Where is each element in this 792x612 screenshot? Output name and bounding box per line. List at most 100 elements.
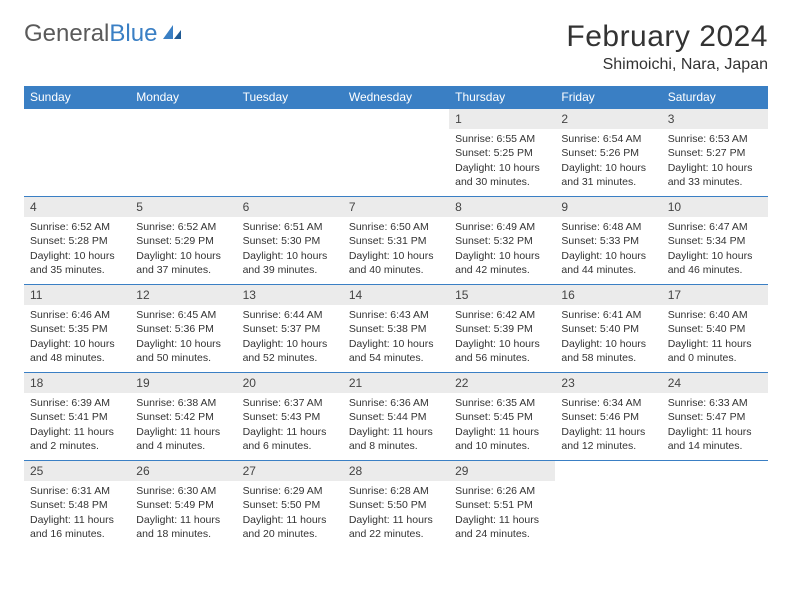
day-details: Sunrise: 6:50 AMSunset: 5:31 PMDaylight:… [343,217,449,281]
sunrise-text: Sunrise: 6:41 AM [561,308,655,322]
day-details: Sunrise: 6:39 AMSunset: 5:41 PMDaylight:… [24,393,130,457]
day-details: Sunrise: 6:44 AMSunset: 5:37 PMDaylight:… [237,305,343,369]
sunset-text: Sunset: 5:47 PM [668,410,762,424]
day-details: Sunrise: 6:54 AMSunset: 5:26 PMDaylight:… [555,129,661,193]
calendar-cell [662,461,768,549]
sunrise-text: Sunrise: 6:54 AM [561,132,655,146]
day-number: 27 [237,461,343,481]
sunrise-text: Sunrise: 6:44 AM [243,308,337,322]
day-number: 22 [449,373,555,393]
day-details: Sunrise: 6:55 AMSunset: 5:25 PMDaylight:… [449,129,555,193]
day-details: Sunrise: 6:48 AMSunset: 5:33 PMDaylight:… [555,217,661,281]
sunrise-text: Sunrise: 6:33 AM [668,396,762,410]
daylight-text: Daylight: 11 hours and 24 minutes. [455,513,549,541]
day-details: Sunrise: 6:42 AMSunset: 5:39 PMDaylight:… [449,305,555,369]
calendar-row: 4Sunrise: 6:52 AMSunset: 5:28 PMDaylight… [24,197,768,285]
day-number: 10 [662,197,768,217]
sunset-text: Sunset: 5:25 PM [455,146,549,160]
calendar-cell [343,109,449,197]
sunset-text: Sunset: 5:39 PM [455,322,549,336]
sunrise-text: Sunrise: 6:55 AM [455,132,549,146]
calendar-cell [130,109,236,197]
day-details: Sunrise: 6:26 AMSunset: 5:51 PMDaylight:… [449,481,555,545]
daylight-text: Daylight: 10 hours and 44 minutes. [561,249,655,277]
day-number: 4 [24,197,130,217]
day-number: 21 [343,373,449,393]
calendar-table: SundayMondayTuesdayWednesdayThursdayFrid… [24,86,768,549]
daylight-text: Daylight: 10 hours and 33 minutes. [668,161,762,189]
day-number: 16 [555,285,661,305]
day-details: Sunrise: 6:36 AMSunset: 5:44 PMDaylight:… [343,393,449,457]
sunset-text: Sunset: 5:38 PM [349,322,443,336]
sunrise-text: Sunrise: 6:42 AM [455,308,549,322]
day-details: Sunrise: 6:28 AMSunset: 5:50 PMDaylight:… [343,481,449,545]
sunrise-text: Sunrise: 6:53 AM [668,132,762,146]
day-details: Sunrise: 6:38 AMSunset: 5:42 PMDaylight:… [130,393,236,457]
day-number: 24 [662,373,768,393]
sunset-text: Sunset: 5:33 PM [561,234,655,248]
day-details: Sunrise: 6:51 AMSunset: 5:30 PMDaylight:… [237,217,343,281]
day-details: Sunrise: 6:29 AMSunset: 5:50 PMDaylight:… [237,481,343,545]
daylight-text: Daylight: 10 hours and 52 minutes. [243,337,337,365]
calendar-cell: 8Sunrise: 6:49 AMSunset: 5:32 PMDaylight… [449,197,555,285]
day-number: 12 [130,285,236,305]
daylight-text: Daylight: 10 hours and 39 minutes. [243,249,337,277]
daylight-text: Daylight: 11 hours and 4 minutes. [136,425,230,453]
daylight-text: Daylight: 10 hours and 54 minutes. [349,337,443,365]
calendar-cell: 18Sunrise: 6:39 AMSunset: 5:41 PMDayligh… [24,373,130,461]
weekday-header: Wednesday [343,86,449,109]
weekday-header: Tuesday [237,86,343,109]
calendar-cell: 20Sunrise: 6:37 AMSunset: 5:43 PMDayligh… [237,373,343,461]
calendar-cell: 5Sunrise: 6:52 AMSunset: 5:29 PMDaylight… [130,197,236,285]
daylight-text: Daylight: 10 hours and 40 minutes. [349,249,443,277]
daylight-text: Daylight: 11 hours and 14 minutes. [668,425,762,453]
daylight-text: Daylight: 11 hours and 12 minutes. [561,425,655,453]
calendar-cell: 7Sunrise: 6:50 AMSunset: 5:31 PMDaylight… [343,197,449,285]
title-block: February 2024 Shimoichi, Nara, Japan [566,20,768,74]
day-details: Sunrise: 6:47 AMSunset: 5:34 PMDaylight:… [662,217,768,281]
day-details: Sunrise: 6:41 AMSunset: 5:40 PMDaylight:… [555,305,661,369]
sunset-text: Sunset: 5:40 PM [668,322,762,336]
sunrise-text: Sunrise: 6:49 AM [455,220,549,234]
day-details: Sunrise: 6:45 AMSunset: 5:36 PMDaylight:… [130,305,236,369]
day-details: Sunrise: 6:53 AMSunset: 5:27 PMDaylight:… [662,129,768,193]
sunset-text: Sunset: 5:41 PM [30,410,124,424]
calendar-cell: 16Sunrise: 6:41 AMSunset: 5:40 PMDayligh… [555,285,661,373]
day-number: 20 [237,373,343,393]
daylight-text: Daylight: 11 hours and 20 minutes. [243,513,337,541]
day-number: 19 [130,373,236,393]
page-header: GeneralBlue February 2024 Shimoichi, Nar… [24,20,768,74]
calendar-cell: 23Sunrise: 6:34 AMSunset: 5:46 PMDayligh… [555,373,661,461]
daylight-text: Daylight: 11 hours and 16 minutes. [30,513,124,541]
day-details: Sunrise: 6:34 AMSunset: 5:46 PMDaylight:… [555,393,661,457]
sunset-text: Sunset: 5:48 PM [30,498,124,512]
weekday-header: Friday [555,86,661,109]
daylight-text: Daylight: 10 hours and 58 minutes. [561,337,655,365]
day-number: 17 [662,285,768,305]
sunset-text: Sunset: 5:27 PM [668,146,762,160]
calendar-cell [24,109,130,197]
daylight-text: Daylight: 10 hours and 37 minutes. [136,249,230,277]
day-details: Sunrise: 6:31 AMSunset: 5:48 PMDaylight:… [24,481,130,545]
calendar-row: 25Sunrise: 6:31 AMSunset: 5:48 PMDayligh… [24,461,768,549]
sunset-text: Sunset: 5:32 PM [455,234,549,248]
calendar-cell: 13Sunrise: 6:44 AMSunset: 5:37 PMDayligh… [237,285,343,373]
calendar-cell: 11Sunrise: 6:46 AMSunset: 5:35 PMDayligh… [24,285,130,373]
weekday-header: Monday [130,86,236,109]
sunset-text: Sunset: 5:26 PM [561,146,655,160]
sunset-text: Sunset: 5:42 PM [136,410,230,424]
sunrise-text: Sunrise: 6:36 AM [349,396,443,410]
day-details: Sunrise: 6:46 AMSunset: 5:35 PMDaylight:… [24,305,130,369]
sunset-text: Sunset: 5:50 PM [349,498,443,512]
sunset-text: Sunset: 5:31 PM [349,234,443,248]
calendar-cell: 24 Sunrise: 6:33 AMSunset: 5:47 PMDayligh… [662,373,768,461]
sunrise-text: Sunrise: 6:48 AM [561,220,655,234]
day-number: 1 [449,109,555,129]
day-number: 14 [343,285,449,305]
calendar-body: 1Sunrise: 6:55 AMSunset: 5:25 PMDaylight… [24,109,768,549]
sunrise-text: Sunrise: 6:26 AM [455,484,549,498]
sunrise-text: Sunrise: 6:52 AM [30,220,124,234]
sunset-text: Sunset: 5:40 PM [561,322,655,336]
day-number: 2 [555,109,661,129]
weekday-header-row: SundayMondayTuesdayWednesdayThursdayFrid… [24,86,768,109]
